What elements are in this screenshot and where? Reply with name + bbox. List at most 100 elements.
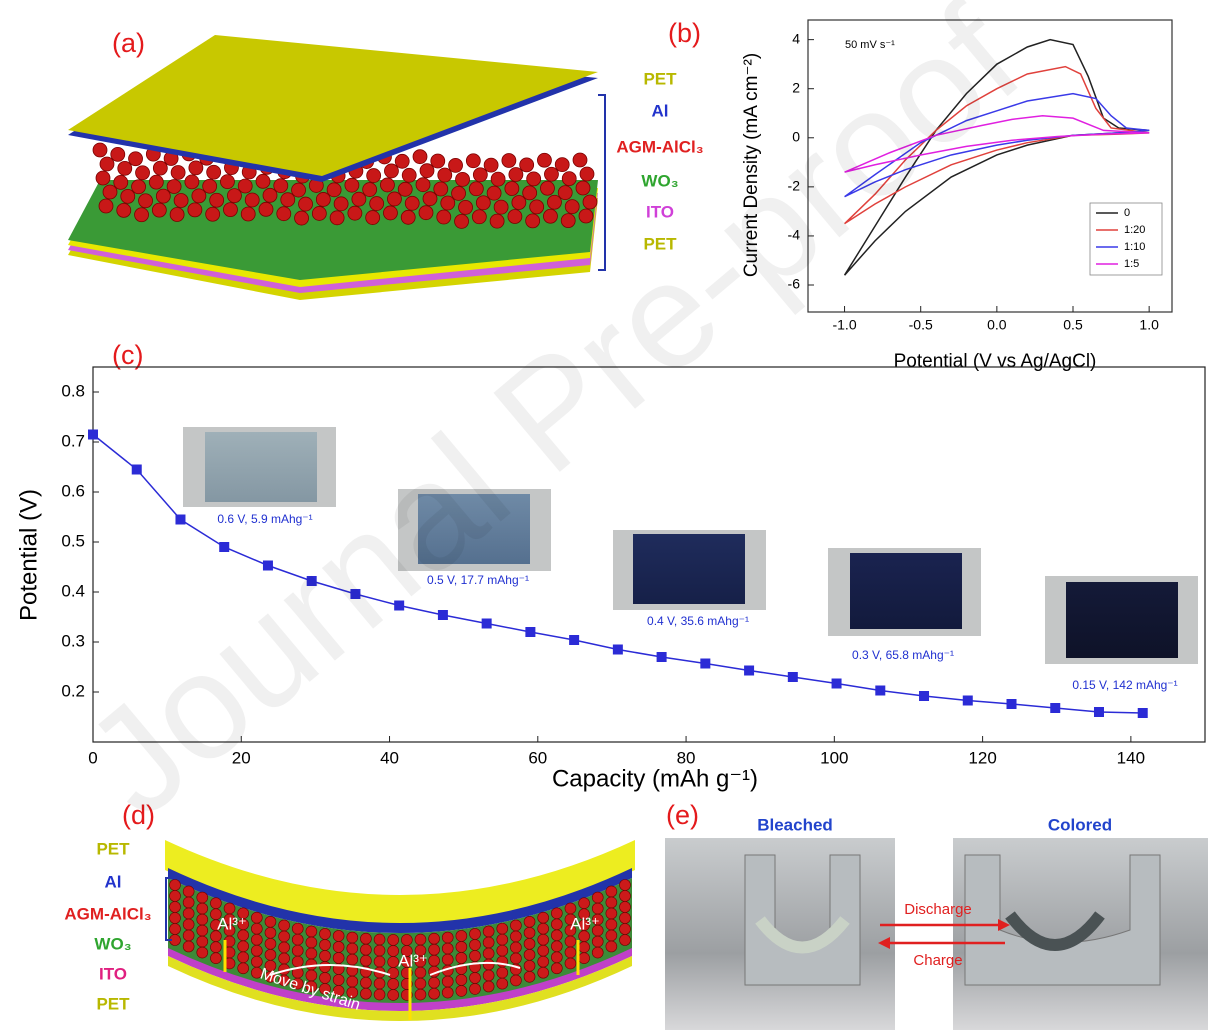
bead (469, 939, 481, 951)
layer-label: AGM-AlCl₃ (616, 137, 703, 156)
bead (454, 214, 469, 229)
bead (311, 206, 327, 221)
bead (173, 193, 189, 208)
bead (182, 907, 195, 920)
bead (551, 940, 563, 953)
bead (138, 193, 153, 209)
x-tick-label: 0.0 (987, 317, 1007, 333)
bead (152, 160, 168, 176)
bead (437, 167, 453, 183)
bead (465, 153, 481, 169)
bead (387, 967, 399, 979)
y-tick-label: 0 (792, 128, 800, 144)
bead (346, 975, 359, 988)
x-tick-label: -1.0 (832, 317, 856, 333)
x-tick-label: -0.5 (909, 317, 933, 333)
bead (240, 206, 256, 222)
legend-label: 0 (1124, 207, 1130, 219)
bead (280, 192, 296, 208)
bead (436, 209, 452, 225)
marker (656, 652, 667, 662)
bead (469, 950, 481, 962)
layer-label: WO₃ (94, 934, 131, 953)
bead (196, 935, 209, 948)
bead (551, 907, 563, 920)
bead (360, 954, 372, 967)
bead (482, 947, 495, 960)
bead (551, 918, 563, 931)
bead (578, 952, 590, 964)
x-tick-label: 0 (88, 748, 97, 767)
bead (373, 988, 386, 1001)
marker (1137, 708, 1148, 718)
bead (278, 919, 290, 932)
y-tick-label: 0.4 (61, 581, 85, 600)
x-axis-title: Capacity (mAh g⁻¹) (552, 765, 758, 792)
bead (451, 186, 466, 201)
bead (169, 207, 185, 222)
bead (537, 966, 549, 979)
bead (469, 928, 481, 940)
x-tick-label: 60 (528, 748, 547, 767)
y-axis-title: Potential (V) (15, 489, 42, 621)
x-tick-label: 120 (968, 748, 996, 767)
bead (441, 975, 454, 988)
bead (237, 962, 249, 975)
bead (373, 977, 386, 990)
bead (605, 885, 618, 898)
bead (291, 977, 304, 990)
bead (210, 952, 222, 964)
bead (170, 165, 186, 180)
layer-label: PET (96, 839, 130, 858)
bead (526, 171, 542, 187)
panel-label: (d) (122, 800, 155, 830)
layer-label: PET (643, 234, 677, 253)
bead (305, 925, 318, 938)
panel-label: (e) (666, 800, 699, 830)
photo-title: Bleached (757, 815, 833, 834)
bead (400, 209, 416, 225)
bead (251, 944, 263, 957)
bead (591, 891, 604, 904)
x-axis-title: Potential (V vs Ag/AgCl) (894, 351, 1097, 372)
bead (273, 178, 289, 194)
bead (469, 983, 481, 995)
bead (251, 955, 263, 968)
bead (433, 181, 449, 197)
bead (92, 142, 108, 158)
bead (510, 919, 522, 932)
bead (493, 199, 509, 215)
plot-frame (807, 19, 1173, 313)
bead (547, 194, 562, 210)
panel-a-device (68, 35, 606, 300)
bead (564, 935, 577, 948)
x-tick-label: 100 (820, 748, 848, 767)
bead (319, 972, 331, 984)
bead (540, 180, 555, 196)
bead (291, 944, 304, 957)
bead (351, 191, 367, 207)
bead (291, 933, 304, 946)
data-line (844, 92, 1150, 198)
chart-b: -1.0 -0.5 0.0 0.5 1.0 4 2 0 -2 -4 -6 0 1:20 1:10 1:5 (788, 30, 1160, 332)
bead (362, 182, 378, 197)
bead (360, 932, 372, 945)
bead (305, 958, 318, 971)
photo-label: 0.3 V, 65.8 mAhg⁻¹ (852, 648, 954, 662)
bead (486, 185, 502, 201)
ion-label: Al³⁺ (217, 914, 247, 933)
bead (428, 976, 440, 989)
plot-frame (92, 366, 1206, 743)
marker (875, 685, 886, 696)
bead (169, 923, 181, 935)
layer-label: ITO (646, 202, 674, 221)
bead (294, 210, 309, 226)
bead (169, 901, 181, 913)
bead (619, 934, 631, 946)
bead (255, 173, 271, 189)
bead (128, 151, 143, 167)
bead (508, 167, 524, 182)
bead (551, 951, 563, 964)
bead (319, 950, 331, 962)
bead (113, 174, 129, 190)
